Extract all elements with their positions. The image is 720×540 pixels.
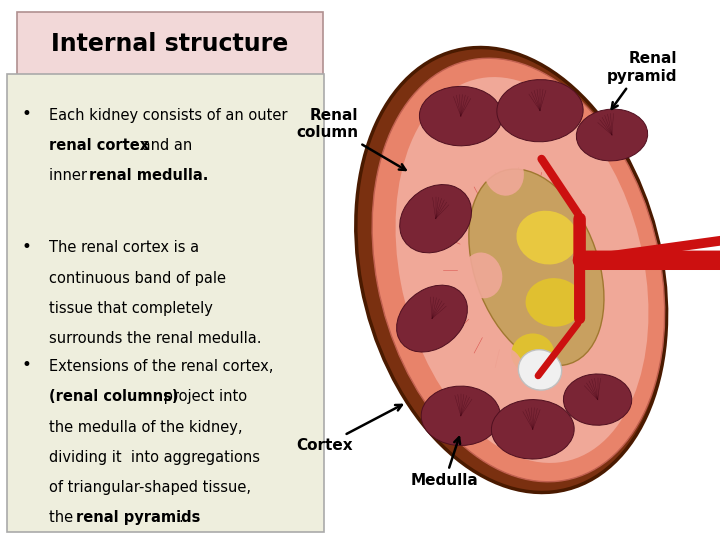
Text: Cortex: Cortex xyxy=(296,405,402,453)
Ellipse shape xyxy=(518,350,562,390)
Text: renal pyramids: renal pyramids xyxy=(76,510,200,525)
Text: renal medulla.: renal medulla. xyxy=(89,168,209,184)
Ellipse shape xyxy=(356,48,667,492)
Ellipse shape xyxy=(420,86,502,146)
Ellipse shape xyxy=(564,374,631,425)
Ellipse shape xyxy=(397,285,467,352)
Ellipse shape xyxy=(511,333,554,374)
Ellipse shape xyxy=(484,347,524,393)
Text: The renal cortex is a: The renal cortex is a xyxy=(49,240,199,255)
Text: (renal columns): (renal columns) xyxy=(49,389,179,404)
FancyArrowPatch shape xyxy=(541,159,578,214)
Text: continuous band of pale: continuous band of pale xyxy=(49,271,226,286)
Text: •: • xyxy=(22,238,32,255)
Text: tissue that completely: tissue that completely xyxy=(49,301,213,316)
Text: renal cortex: renal cortex xyxy=(49,138,149,153)
Text: Renal
pyramid: Renal pyramid xyxy=(606,51,677,109)
FancyArrowPatch shape xyxy=(538,323,578,376)
Ellipse shape xyxy=(484,150,524,195)
Text: •: • xyxy=(22,105,32,123)
Text: .: . xyxy=(179,510,184,525)
Ellipse shape xyxy=(526,278,583,327)
Text: Internal structure: Internal structure xyxy=(51,32,288,56)
FancyArrowPatch shape xyxy=(582,241,720,260)
Ellipse shape xyxy=(469,169,604,366)
Ellipse shape xyxy=(497,79,583,142)
Ellipse shape xyxy=(395,77,649,463)
Text: Renal
column: Renal column xyxy=(297,108,405,170)
FancyBboxPatch shape xyxy=(7,74,324,532)
Text: •: • xyxy=(22,356,32,374)
Text: the: the xyxy=(49,510,78,525)
Text: and an: and an xyxy=(138,138,192,153)
Ellipse shape xyxy=(462,253,503,298)
Text: Medulla: Medulla xyxy=(411,437,479,488)
Ellipse shape xyxy=(492,400,574,459)
Text: of triangular-shaped tissue,: of triangular-shaped tissue, xyxy=(49,480,251,495)
Ellipse shape xyxy=(421,386,500,445)
Text: Extensions of the renal cortex,: Extensions of the renal cortex, xyxy=(49,359,274,374)
Text: project into: project into xyxy=(159,389,248,404)
FancyBboxPatch shape xyxy=(17,12,323,76)
Text: surrounds the renal medulla.: surrounds the renal medulla. xyxy=(49,331,261,346)
Text: inner: inner xyxy=(49,168,91,184)
Text: Each kidney consists of an outer: Each kidney consists of an outer xyxy=(49,108,292,123)
Ellipse shape xyxy=(576,109,648,161)
Ellipse shape xyxy=(516,211,578,265)
Ellipse shape xyxy=(372,58,665,482)
Text: dividing it  into aggregations: dividing it into aggregations xyxy=(49,450,260,465)
Text: the medulla of the kidney,: the medulla of the kidney, xyxy=(49,420,243,435)
Ellipse shape xyxy=(400,185,472,253)
